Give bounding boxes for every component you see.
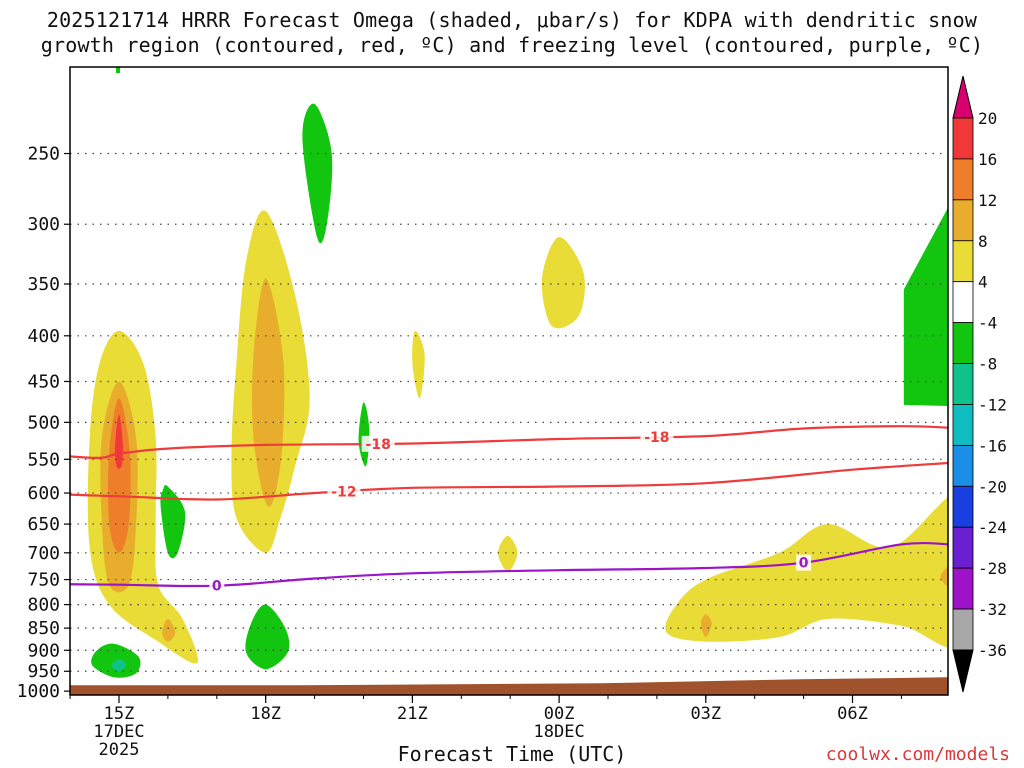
y-tick-label-250: 250	[27, 144, 60, 165]
y-tick-label-300: 300	[27, 214, 60, 235]
colorbar-label-5: -4	[978, 314, 997, 333]
colorbar-segment-4	[952, 281, 974, 324]
contour-label-bg-0-0	[361, 435, 395, 452]
chart-title-line1: 2025121714 HRRR Forecast Omega (shaded, …	[46, 8, 978, 32]
omega-19z-neg	[302, 103, 333, 244]
x-tick-label-4: 03Z	[690, 704, 721, 724]
colorbar-segment-8	[952, 444, 974, 487]
y-tick-label-1000: 1000	[17, 681, 60, 702]
omega-08z-neg	[903, 207, 948, 407]
omega-16z-neg	[160, 484, 186, 559]
contour-label-bg-2-0	[209, 577, 225, 594]
x-tick-label-1: 18Z	[250, 704, 281, 724]
colorbar-label-1: 16	[978, 150, 997, 169]
x-tick-date-3: 18DEC	[534, 722, 585, 742]
omega-15z-low-neg2	[111, 658, 127, 672]
x-axis-label: Forecast Time (UTC)	[397, 742, 627, 766]
colorbar-segment-9	[952, 485, 974, 528]
colorbar-label-8: -16	[978, 436, 1007, 455]
colorbar-segment-1	[952, 158, 974, 201]
colorbar-label-11: -28	[978, 559, 1007, 578]
contour-label-2-1: 0	[799, 556, 809, 572]
credit-link[interactable]: coolwx.com/models	[825, 744, 1010, 765]
y-tick-label-850: 850	[27, 618, 60, 639]
colorbar-label-9: -20	[978, 477, 1007, 496]
x-tick-label-0: 15Z	[104, 704, 135, 724]
terrain-fill	[70, 677, 948, 695]
omega-lowlevel-8a	[700, 614, 712, 638]
omega-lowlevel-8b	[940, 566, 948, 588]
y-tick-label-900: 900	[27, 640, 60, 661]
omega-00z-4	[541, 236, 585, 329]
colorbar-label-4: 4	[978, 273, 988, 292]
contour-line-2	[70, 541, 948, 588]
colorbar-segment-2	[952, 199, 974, 242]
temperature-contours: -18 -18 -12 0 0	[70, 425, 948, 595]
contour-label-bg-2-1	[796, 554, 812, 571]
terrain-layer	[70, 677, 948, 695]
colorbar-label-10: -24	[978, 518, 1007, 537]
y-tick-label-950: 950	[27, 661, 60, 682]
colorbar-segment-3	[952, 240, 974, 283]
contour-label-bg-1-0	[327, 483, 361, 500]
omega-lowlevel-4	[665, 496, 948, 648]
colorbar-top-arrow	[952, 75, 974, 119]
omega-20z-neg	[358, 402, 370, 467]
contour-label-0-0: -18	[366, 437, 391, 453]
x-tick-label-5: 06Z	[837, 704, 868, 724]
omega-top-neg	[116, 67, 120, 73]
contour-label-bg-0-1	[640, 429, 674, 446]
colorbar-segment-7	[952, 404, 974, 446]
x-tick-label-2: 21Z	[397, 704, 428, 724]
omega-21z-4	[412, 330, 425, 399]
colorbar-label-0: 20	[978, 109, 997, 128]
y-tick-label-650: 650	[27, 514, 60, 535]
contour-label-0-1: -18	[644, 430, 669, 446]
omega-23z-4	[498, 535, 518, 572]
colorbar-label-7: -12	[978, 395, 1007, 414]
colorbar-label-3: 8	[978, 232, 988, 251]
chart-title-line2: growth region (contoured, red, ºC) and f…	[40, 33, 984, 57]
colorbar-label-2: 12	[978, 191, 997, 210]
y-tick-label-400: 400	[27, 326, 60, 347]
omega-15z-12	[108, 398, 131, 553]
colorbar-bottom-arrow	[952, 649, 974, 693]
colorbar-segment-6	[952, 363, 974, 405]
y-tick-label-750: 750	[27, 570, 60, 591]
colorbar-label-6: -8	[978, 355, 997, 374]
y-tick-label-550: 550	[27, 449, 60, 470]
contour-label-2-0: 0	[212, 579, 222, 595]
y-tick-label-500: 500	[27, 412, 60, 433]
x-tick-label-3: 00Z	[544, 704, 575, 724]
colorbar: 20 16 12 8 4 -4 -8 -12 -16 -20 -24 -28 -32 -36	[952, 75, 1007, 693]
omega-18z-8	[251, 278, 285, 507]
x-tick-date-0: 17DEC	[93, 722, 144, 742]
contour-label-1-0: -12	[331, 484, 356, 500]
y-tick-label-700: 700	[27, 543, 60, 564]
omega-shading	[87, 67, 948, 678]
omega-15z-16	[114, 414, 124, 469]
colorbar-label-13: -36	[978, 641, 1007, 660]
colorbar-segment-11	[952, 567, 974, 610]
colorbar-segment-0	[952, 117, 974, 160]
y-tick-label-450: 450	[27, 371, 60, 392]
omega-15z-low-8	[162, 618, 176, 642]
x-tick-year-0: 2025	[99, 740, 140, 760]
y-tick-label-350: 350	[27, 274, 60, 295]
colorbar-segment-5	[952, 322, 974, 364]
colorbar-label-12: -32	[978, 600, 1007, 619]
y-axis: 2503003504004505005506006507007508008509…	[17, 144, 70, 702]
contour-line-0	[70, 425, 948, 460]
contour-line-1	[70, 461, 948, 501]
colorbar-segment-12	[952, 608, 974, 651]
omega-18z-low-neg	[245, 604, 290, 670]
y-tick-label-800: 800	[27, 595, 60, 616]
y-tick-label-600: 600	[27, 483, 60, 504]
colorbar-segment-10	[952, 526, 974, 569]
